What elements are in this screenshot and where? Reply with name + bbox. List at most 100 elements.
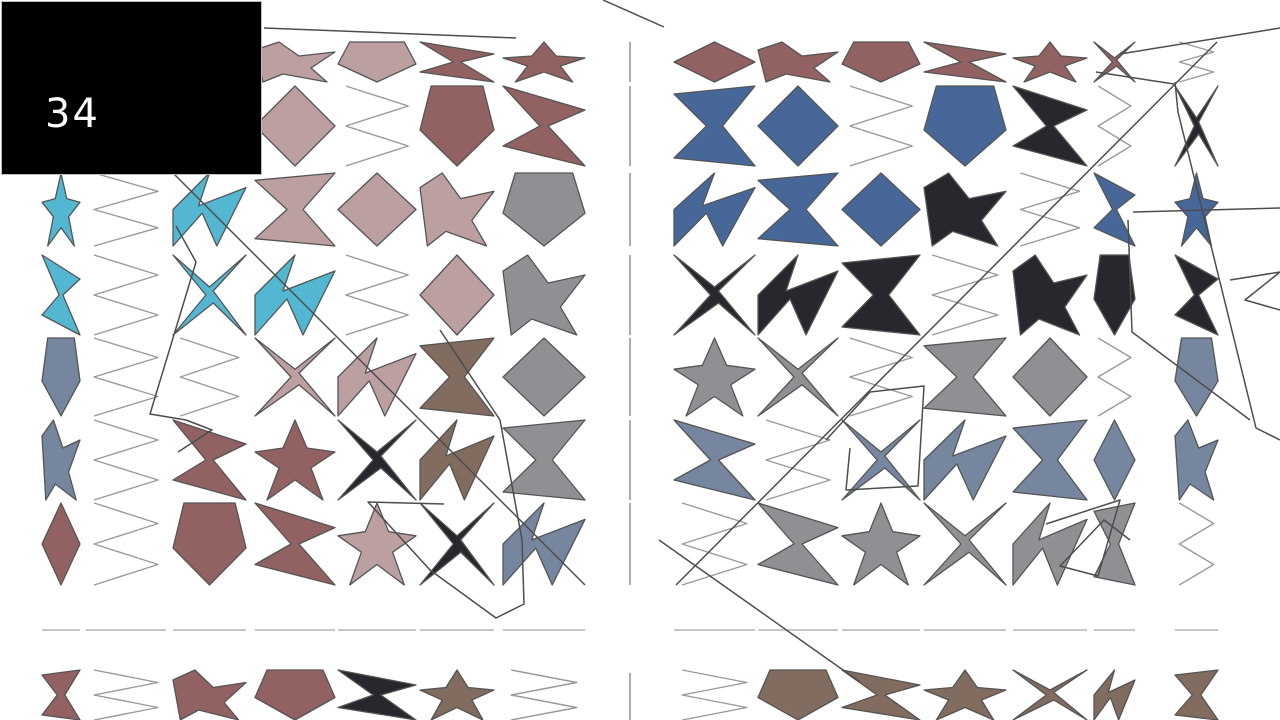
shard-shape bbox=[1174, 254, 1219, 336]
shard-shape bbox=[673, 172, 756, 247]
stray-line bbox=[1229, 271, 1280, 311]
zigzag-outline bbox=[931, 254, 999, 336]
zigzag-outline bbox=[93, 337, 159, 417]
shard-shape bbox=[254, 669, 336, 720]
shard-shape bbox=[41, 669, 81, 720]
shard-shape bbox=[419, 337, 495, 417]
zigzag-outline bbox=[1097, 85, 1132, 167]
shard-shape bbox=[757, 337, 839, 417]
stray-line bbox=[675, 41, 1218, 586]
shard-shape bbox=[923, 419, 1007, 501]
fragment-outlines bbox=[42, 41, 1218, 720]
shard-shape bbox=[254, 419, 336, 501]
zigzag-outline bbox=[93, 669, 159, 720]
shard-shape bbox=[502, 419, 586, 501]
shard-shape bbox=[254, 41, 336, 83]
shard-shape bbox=[337, 419, 417, 501]
zigzag-outline bbox=[93, 172, 159, 247]
shard-shape bbox=[923, 172, 1007, 247]
shard-shape bbox=[254, 85, 336, 167]
stray-line bbox=[1174, 81, 1280, 441]
stray-line bbox=[602, 0, 665, 28]
shard-shape bbox=[673, 337, 756, 417]
stray-lines bbox=[149, 0, 1280, 683]
shard-shape bbox=[419, 254, 495, 336]
shard-shape bbox=[841, 41, 921, 83]
shard-shape bbox=[1012, 419, 1088, 501]
shard-shape bbox=[841, 172, 921, 247]
shard-shape bbox=[1012, 669, 1088, 720]
shard-shape bbox=[757, 502, 839, 586]
zigzag-outline bbox=[93, 419, 159, 501]
shard-shape bbox=[172, 419, 247, 501]
shard-shape bbox=[673, 41, 756, 83]
shard-shape bbox=[841, 502, 921, 586]
shard-shape bbox=[923, 669, 1007, 720]
zigzag-outline bbox=[345, 85, 409, 167]
frame-counter-badge: 34 bbox=[1, 1, 262, 175]
shard-shape bbox=[419, 419, 495, 501]
shard-shape bbox=[172, 254, 247, 336]
zigzag-outline bbox=[345, 254, 409, 336]
zigzag-outline bbox=[1178, 502, 1215, 586]
shard-shape bbox=[254, 172, 336, 247]
stray-line bbox=[149, 225, 213, 453]
shard-shape bbox=[673, 419, 756, 501]
stray-line bbox=[263, 27, 517, 39]
shard-shape bbox=[923, 337, 1007, 417]
shard-shape bbox=[41, 337, 81, 417]
shard-shape bbox=[41, 254, 81, 336]
shard-shape bbox=[41, 502, 81, 586]
shard-shape bbox=[1093, 419, 1136, 501]
zigzag-outline bbox=[681, 669, 748, 720]
stray-line bbox=[825, 385, 925, 491]
shard-shape bbox=[923, 502, 1007, 586]
fragment-fills bbox=[41, 41, 1219, 720]
zigzag-outline bbox=[1097, 337, 1132, 417]
shard-shape bbox=[673, 254, 756, 336]
shard-shape bbox=[1093, 669, 1136, 720]
shard-shape bbox=[502, 337, 586, 417]
zigzag-outline bbox=[1019, 172, 1081, 247]
stray-line bbox=[1045, 499, 1131, 577]
shard-shape bbox=[1012, 337, 1088, 417]
shard-shape bbox=[757, 172, 839, 247]
zigzag-outline bbox=[1178, 41, 1215, 83]
shard-shape bbox=[1012, 41, 1088, 83]
shard-shape bbox=[254, 502, 336, 586]
shard-shape bbox=[841, 254, 921, 336]
shard-shape bbox=[337, 669, 417, 720]
shard-shape bbox=[172, 669, 247, 720]
zigzag-outline bbox=[93, 254, 159, 336]
shard-shape bbox=[41, 172, 81, 247]
shard-shape bbox=[502, 41, 586, 83]
shard-shape bbox=[502, 85, 586, 167]
shard-shape bbox=[41, 419, 81, 501]
stray-line bbox=[169, 169, 586, 586]
shard-shape bbox=[419, 502, 495, 586]
zigzag-outline bbox=[849, 337, 913, 417]
shard-shape bbox=[419, 669, 495, 720]
shard-shape bbox=[337, 41, 417, 83]
shard-shape bbox=[923, 41, 1007, 83]
shard-shape bbox=[1093, 41, 1136, 83]
stray-line bbox=[1095, 71, 1175, 85]
stray-line bbox=[367, 329, 525, 619]
shard-shape bbox=[502, 254, 586, 336]
shard-shape bbox=[254, 337, 336, 417]
stray-line bbox=[1132, 207, 1280, 213]
shard-shape bbox=[1093, 502, 1136, 586]
shard-shape bbox=[502, 172, 586, 247]
zigzag-outline bbox=[681, 502, 748, 586]
stray-line bbox=[658, 539, 861, 683]
shard-shape bbox=[923, 85, 1007, 167]
shard-shape bbox=[1093, 254, 1136, 336]
shard-shape bbox=[673, 85, 756, 167]
stray-line bbox=[1127, 219, 1251, 421]
zigzag-outline bbox=[93, 502, 159, 586]
shard-shape bbox=[1174, 337, 1219, 417]
zigzag-outline bbox=[179, 337, 240, 417]
shard-shape bbox=[419, 85, 495, 167]
shard-shape bbox=[1174, 419, 1219, 501]
